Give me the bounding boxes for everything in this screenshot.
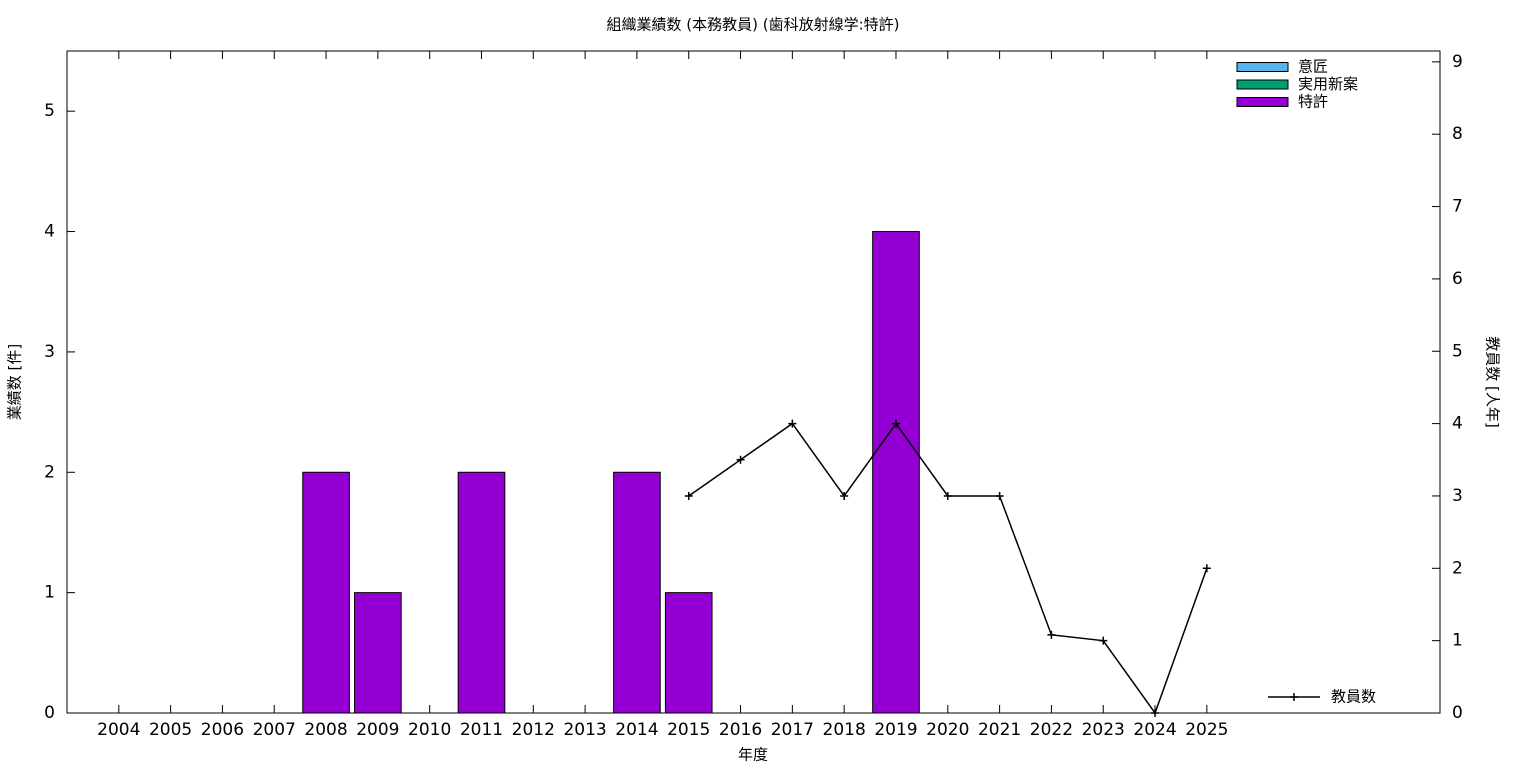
x-tick-label: 2021 xyxy=(978,720,1021,740)
x-axis-label: 年度 xyxy=(738,746,768,764)
x-tick-label: 2015 xyxy=(667,720,710,740)
plot-frame xyxy=(66,50,1441,714)
y2-axis-label: 教員数 [人年] xyxy=(1484,336,1502,427)
point-marker xyxy=(1151,709,1160,717)
y2-tick-label: 0 xyxy=(1452,703,1463,723)
legend-label: 意匠 xyxy=(1298,58,1328,76)
y-tick-label: 2 xyxy=(44,462,55,482)
x-tick-label: 2016 xyxy=(719,720,762,740)
x-tick-label: 2007 xyxy=(253,720,296,740)
x-tick-label: 2005 xyxy=(149,720,192,740)
x-tick-label: 2018 xyxy=(823,720,866,740)
x-tick-label: 2019 xyxy=(874,720,917,740)
bar xyxy=(664,592,713,714)
y2-tick-label: 6 xyxy=(1452,269,1463,289)
x-tick-label: 2013 xyxy=(563,720,606,740)
x-tick-label: 2008 xyxy=(304,720,347,740)
y-tick-label: 5 xyxy=(44,101,55,121)
x-tick-label: 2009 xyxy=(356,720,399,740)
y-tick-label: 4 xyxy=(44,222,55,242)
point-marker xyxy=(788,419,797,428)
point-marker xyxy=(1099,636,1108,645)
x-tick-label: 2014 xyxy=(615,720,658,740)
point-marker xyxy=(684,491,693,500)
y2-tick-label: 1 xyxy=(1452,631,1463,651)
y2-tick-label: 3 xyxy=(1452,486,1463,506)
point-marker xyxy=(1202,564,1211,573)
point-marker xyxy=(891,419,900,428)
legend-marker xyxy=(1290,693,1298,701)
point-marker xyxy=(840,491,849,500)
y2-tick-label: 7 xyxy=(1452,197,1463,217)
bar xyxy=(354,592,402,714)
y2-tick-label: 2 xyxy=(1452,558,1463,578)
x-tick-label: 2020 xyxy=(926,720,969,740)
legend-swatch xyxy=(1236,62,1289,72)
legend-label: 教員数 xyxy=(1331,688,1376,706)
x-tick-label: 2017 xyxy=(771,720,814,740)
legend-swatch xyxy=(1236,97,1289,107)
x-tick-label: 2025 xyxy=(1185,720,1228,740)
legend-label: 特許 xyxy=(1298,93,1328,111)
point-marker xyxy=(995,491,1004,500)
x-tick-label: 2012 xyxy=(512,720,555,740)
y2-tick-label: 8 xyxy=(1452,124,1463,144)
bar xyxy=(613,471,661,714)
bar xyxy=(872,231,920,714)
y-axis-label: 業績数 [件] xyxy=(6,344,24,420)
legend-label: 実用新案 xyxy=(1298,75,1358,93)
y2-tick-label: 5 xyxy=(1452,341,1463,361)
bar xyxy=(302,471,350,714)
x-tick-label: 2024 xyxy=(1133,720,1176,740)
y2-tick-label: 9 xyxy=(1452,52,1463,72)
x-tick-label: 2004 xyxy=(97,720,140,740)
bar xyxy=(457,471,506,714)
y2-tick-label: 4 xyxy=(1452,414,1463,434)
y-tick-label: 0 xyxy=(44,703,55,723)
x-tick-label: 2023 xyxy=(1082,720,1125,740)
line-series xyxy=(688,422,1208,715)
chart-title: 組織業績数 (本務教員) (歯科放射線学:特許) xyxy=(607,16,900,34)
x-tick-label: 2010 xyxy=(408,720,451,740)
x-tick-label: 2022 xyxy=(1030,720,1073,740)
x-tick-label: 2006 xyxy=(201,720,244,740)
x-tick-label: 2011 xyxy=(460,720,503,740)
y-tick-label: 1 xyxy=(44,583,55,603)
y-tick-label: 3 xyxy=(44,342,55,362)
point-marker xyxy=(736,455,745,464)
legend-swatch xyxy=(1236,79,1289,90)
point-marker xyxy=(943,491,952,500)
point-marker xyxy=(1047,630,1056,639)
